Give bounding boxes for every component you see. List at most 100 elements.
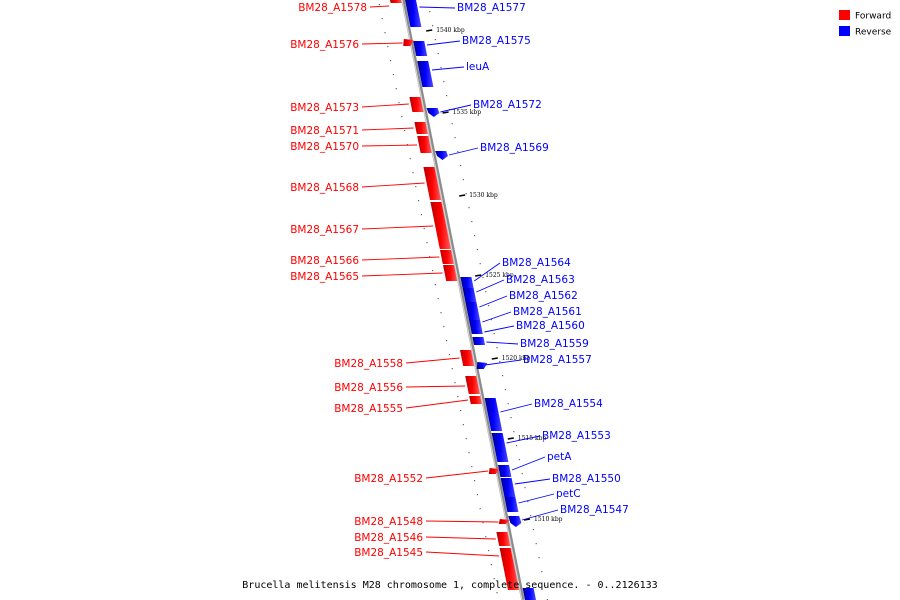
gene-bm28-a1566[interactable] — [440, 250, 454, 264]
strand-dot — [535, 543, 537, 545]
gene-label-bm28-a1555[interactable]: BM28_A1555 — [334, 403, 403, 415]
gene-bm28-a1545[interactable] — [499, 548, 519, 590]
leader-line — [500, 403, 533, 413]
gene-bm28-a1578[interactable] — [390, 0, 402, 3]
gene-bm28-a1572[interactable] — [426, 108, 440, 117]
gene-bm28-a1555[interactable] — [469, 396, 482, 404]
gene-bm28-a1546[interactable] — [496, 532, 511, 546]
gene-label-bm28-a1559[interactable]: BM28_A1559 — [520, 338, 589, 350]
gene-label-bm28-a1552[interactable]: BM28_A1552 — [354, 473, 423, 485]
gene-label-leua[interactable]: leuA — [466, 61, 490, 73]
leader-line — [425, 551, 500, 557]
tick-mark — [491, 357, 498, 360]
gene-bm28-a1563[interactable] — [462, 288, 477, 302]
gene-bm28-a1569[interactable] — [435, 151, 448, 160]
gene-bm28-a1570[interactable] — [417, 136, 432, 153]
gene-label-bm28-a1562[interactable]: BM28_A1562 — [509, 290, 578, 302]
gene-label-bm28-a1578[interactable]: BM28_A1578 — [298, 2, 367, 14]
leader-line — [521, 509, 559, 521]
gene-bm28-a1567[interactable] — [430, 202, 451, 249]
gene-bm28-a1568[interactable] — [423, 167, 441, 200]
gene-bm28-a1573[interactable] — [409, 97, 424, 112]
leader-line — [484, 359, 522, 366]
gene-label-bm28-a1560[interactable]: BM28_A1560 — [516, 320, 585, 332]
strand-dot — [530, 515, 532, 517]
gene-label-bm28-a1553[interactable]: BM28_A1553 — [542, 430, 611, 442]
gene-bm28-a1562[interactable] — [465, 302, 480, 320]
gene-label-bm28-a1573[interactable]: BM28_A1573 — [290, 102, 359, 114]
gene-peta[interactable] — [498, 465, 512, 477]
gene-label-peta[interactable]: petA — [547, 451, 572, 463]
strand-dot — [479, 508, 481, 510]
gene-label-bm28-a1563[interactable]: BM28_A1563 — [506, 274, 575, 286]
strand-dot — [524, 487, 526, 489]
legend-reverse-label: Reverse — [855, 28, 892, 38]
strand-dot — [468, 207, 470, 209]
strand-dot — [378, 4, 380, 6]
gene-label-bm28-a1572[interactable]: BM28_A1572 — [473, 99, 542, 111]
leader-line — [405, 399, 469, 409]
gene-label-bm28-a1558[interactable]: BM28_A1558 — [334, 358, 403, 370]
leader-line — [361, 225, 434, 230]
gene-bm28-a1561[interactable] — [469, 320, 482, 330]
gene-label-bm28-a1575[interactable]: BM28_A1575 — [462, 35, 531, 47]
leader-line — [518, 493, 555, 504]
gene-label-bm28-a1567[interactable]: BM28_A1567 — [290, 224, 359, 236]
gene-bm28-a1548[interactable] — [498, 519, 510, 524]
gene-label-bm28-a1570[interactable]: BM28_A1570 — [290, 141, 359, 153]
gene-bm28-a1558[interactable] — [460, 350, 475, 366]
strand-dot — [423, 228, 425, 230]
tick-label: 1535 kbp — [453, 109, 482, 116]
tick-mark — [523, 518, 531, 521]
gene-bm28-a1559[interactable] — [472, 337, 485, 345]
strand-dot — [384, 32, 386, 34]
gene-bm28-a1565[interactable] — [443, 265, 458, 281]
gene-label-petc[interactable]: petC — [556, 488, 581, 500]
gene-bm28-a1575[interactable] — [413, 41, 428, 56]
gene-bm28-a1554[interactable] — [484, 398, 503, 431]
strand-dot — [482, 277, 484, 279]
gene-label-bm28-a1577[interactable]: BM28_A1577 — [457, 2, 526, 14]
strand-dot — [451, 368, 453, 370]
strand-dot — [476, 494, 478, 496]
gene-bm28-a1557[interactable] — [476, 362, 488, 369]
gene-bm28-a1552[interactable] — [488, 468, 500, 474]
gene-label-bm28-a1554[interactable]: BM28_A1554 — [534, 398, 603, 410]
strand-dot — [426, 242, 428, 244]
gene-label-bm28-a1545[interactable]: BM28_A1545 — [354, 547, 423, 559]
gene-label-bm28-a1571[interactable]: BM28_A1571 — [290, 125, 359, 137]
genes — [390, 0, 536, 600]
strand-dot — [460, 410, 462, 412]
gene-bm28-a1550[interactable] — [500, 478, 516, 497]
gene-leua[interactable] — [417, 61, 434, 87]
gene-bm28-a1564[interactable] — [460, 277, 474, 288]
gene-bm28-a1547[interactable] — [508, 516, 522, 527]
gene-bm28-a1576[interactable] — [403, 39, 414, 46]
gene-label-bm28-a1566[interactable]: BM28_A1566 — [290, 255, 359, 267]
gene-label-bm28-a1576[interactable]: BM28_A1576 — [290, 39, 359, 51]
strand-dot — [404, 130, 406, 132]
gene-label-bm28-a1556[interactable]: BM28_A1556 — [334, 382, 403, 394]
strand-dot — [448, 354, 450, 356]
strand-dot — [485, 291, 487, 293]
gene-label-bm28-a1561[interactable]: BM28_A1561 — [513, 306, 582, 318]
strand-dot — [462, 424, 464, 426]
gene-label-bm28-a1550[interactable]: BM28_A1550 — [552, 473, 621, 485]
gene-label-bm28-a1569[interactable]: BM28_A1569 — [480, 142, 549, 154]
strand-dot — [451, 123, 453, 125]
gene-bm28-a1577[interactable] — [405, 0, 422, 27]
gene-petc[interactable] — [504, 497, 519, 512]
strand-dot — [446, 95, 448, 97]
gene-label-bm28-a1546[interactable]: BM28_A1546 — [354, 532, 423, 544]
gene-label-bm28-a1568[interactable]: BM28_A1568 — [290, 182, 359, 194]
gene-bm28-a1553[interactable] — [491, 433, 509, 462]
gene-label-bm28-a1548[interactable]: BM28_A1548 — [354, 516, 423, 528]
gene-bm28-a1571[interactable] — [414, 122, 428, 134]
strand-dot — [479, 263, 481, 265]
gene-label-bm28-a1565[interactable]: BM28_A1565 — [290, 271, 359, 283]
gene-label-bm28-a1557[interactable]: BM28_A1557 — [523, 354, 592, 366]
gene-bm28-a1560[interactable] — [471, 330, 483, 334]
gene-bm28-a1556[interactable] — [465, 376, 480, 394]
gene-label-bm28-a1564[interactable]: BM28_A1564 — [502, 257, 571, 269]
gene-label-bm28-a1547[interactable]: BM28_A1547 — [560, 504, 629, 516]
